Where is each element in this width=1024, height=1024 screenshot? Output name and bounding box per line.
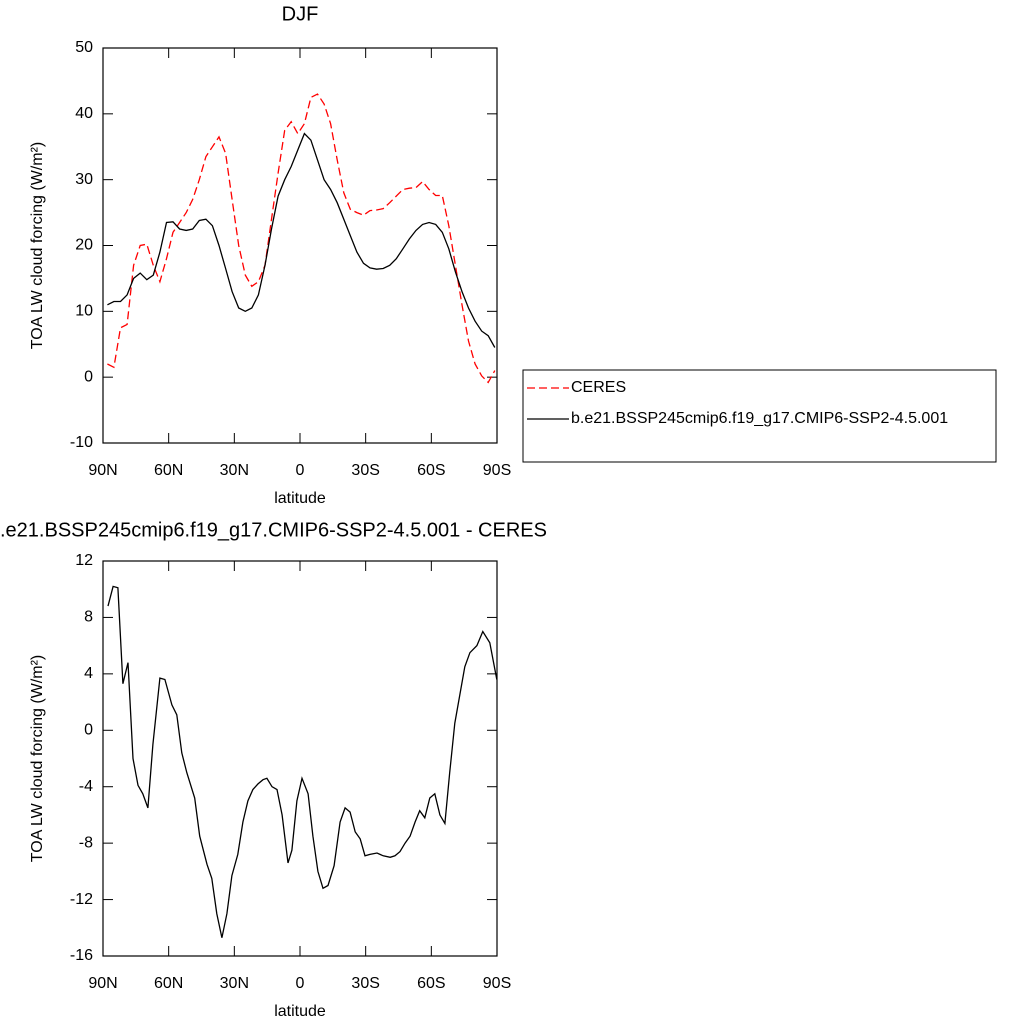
data-line: [107, 93, 496, 384]
plot-frame: [102, 47, 498, 444]
y-tick-label: 12: [75, 552, 93, 569]
x-tick-label: 60N: [154, 975, 183, 992]
x-axis-label: latitude: [274, 1003, 326, 1020]
x-tick-label: 0: [296, 975, 305, 992]
y-tick-label: 30: [75, 171, 93, 188]
y-tick-label: 50: [75, 39, 93, 56]
chart-title: .e21.BSSP245cmip6.f19_g17.CMIP6-SSP2-4.5…: [0, 519, 547, 541]
x-tick-label: 30N: [220, 975, 249, 992]
plot-frame: [102, 560, 498, 957]
x-tick-label: 30N: [220, 462, 249, 479]
x-tick-label: 90N: [88, 975, 117, 992]
x-tick-label: 60S: [417, 975, 445, 992]
data-line: [107, 132, 496, 348]
legend-box: [522, 369, 997, 463]
y-tick-label: 0: [84, 722, 93, 739]
y-tick-label: 40: [75, 105, 93, 122]
y-tick-label: 10: [75, 303, 93, 320]
y-tick-label: -10: [70, 434, 93, 451]
y-tick-label: 8: [84, 609, 93, 626]
y-tick-label: -4: [79, 778, 93, 795]
legend-label: b.e21.BSSP245cmip6.f19_g17.CMIP6-SSP2-4.…: [571, 410, 948, 427]
x-tick-label: 90N: [88, 462, 117, 479]
y-tick-label: 0: [84, 368, 93, 385]
x-tick-label: 30S: [351, 975, 379, 992]
chart-title: DJF: [282, 3, 319, 25]
x-tick-label: 30S: [351, 462, 379, 479]
y-tick-label: 4: [84, 665, 93, 682]
y-tick-label: -16: [70, 947, 93, 964]
y-axis-label: TOA LW cloud forcing (W/m²): [29, 655, 46, 862]
y-tick-label: 20: [75, 237, 93, 254]
x-tick-label: 60N: [154, 462, 183, 479]
x-tick-label: 0: [296, 462, 305, 479]
x-axis-label: latitude: [274, 490, 326, 507]
y-tick-label: -12: [70, 891, 93, 908]
y-axis-label: TOA LW cloud forcing (W/m²): [29, 142, 46, 349]
x-tick-label: 90S: [483, 975, 511, 992]
x-tick-label: 90S: [483, 462, 511, 479]
data-line: [107, 585, 498, 938]
y-tick-label: -8: [79, 834, 93, 851]
x-tick-label: 60S: [417, 462, 445, 479]
legend-label: CERES: [571, 379, 626, 396]
